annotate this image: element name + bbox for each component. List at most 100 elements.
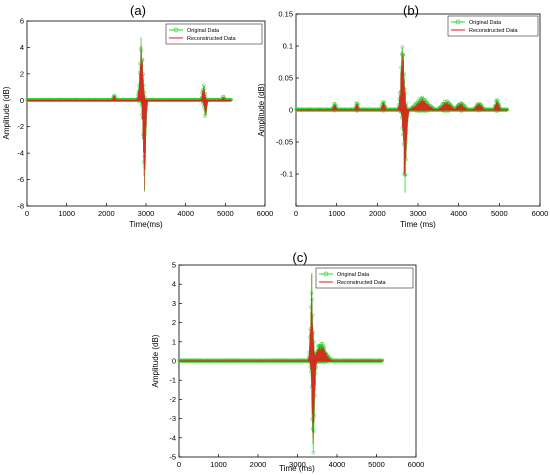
- panel-a-y-tick-label: -6: [17, 175, 24, 184]
- panel-b-original-data-point: [505, 107, 510, 112]
- panel-a-x-tick-label: 0: [25, 209, 29, 218]
- panel-a-x-tick-label: 4000: [177, 209, 194, 218]
- panel-a-original-data-point: [138, 61, 142, 66]
- panel-c-original-data-point: [312, 429, 316, 434]
- panel-b: (b) 0 1000 2000 3000 4000 5000 6000 -0.1 -0.05 0…: [257, 3, 548, 229]
- panel-b-y-tick-label: 0.15: [278, 10, 293, 19]
- panel-c-x-tick-label: 3000: [289, 460, 306, 469]
- panel-a-y-tick-label: 2: [20, 69, 24, 78]
- panel-a-reconstructed-data-line: [26, 45, 232, 191]
- panel-c: (c) 0 1000 2000 3000 4000 5000 6000 -5 -4 -3 -2 -1…: [151, 250, 424, 473]
- panel-b-original-data-point: [494, 98, 499, 102]
- panel-c-original-data-point: [311, 450, 316, 455]
- panel-b-x-ticks: 0 1000 2000 3000 4000 5000 6000: [294, 203, 548, 218]
- panel-c-y-tick-label: 2: [172, 318, 176, 327]
- panel-a-xlabel: Time(ms): [129, 220, 163, 229]
- panel-c-original-data-point: [321, 344, 326, 349]
- panel-a-y-tick-label: -4: [17, 149, 24, 158]
- panel-c-ylabel: Amplitude (dB): [151, 334, 160, 387]
- panel-a-ylabel: Amplitude (dB): [2, 86, 11, 139]
- panel-b-x-tick-label: 5000: [491, 209, 508, 218]
- panel-b-original-data-point: [423, 97, 428, 102]
- panel-b-y-tick-label: 0.05: [278, 74, 293, 83]
- panel-c-legend-label: Reconstructed Data: [337, 280, 387, 286]
- panel-a-y-tick-label: 0: [20, 96, 24, 105]
- panel-b-original-data-point: [496, 98, 500, 102]
- panel-a-x-ticks: 0 1000 2000 3000 4000 5000 6000: [25, 203, 273, 218]
- panel-c-series: [177, 272, 385, 455]
- panel-a-y-tick-label: -2: [17, 122, 24, 131]
- panel-b-x-tick-label: 6000: [532, 209, 549, 218]
- panel-c-y-tick-label: -3: [169, 414, 176, 423]
- panel-c-y-tick-label: 1: [172, 337, 176, 346]
- panel-c-y-tick-label: -5: [169, 453, 176, 462]
- panel-c-original-data-point: [309, 304, 313, 309]
- panel-c-y-tick-label: 3: [172, 299, 176, 308]
- panel-a-x-tick-label: 3000: [138, 209, 155, 218]
- panel-a-y-tick-label: -8: [17, 202, 24, 211]
- panel-c-xlabel: Time (ms): [279, 464, 315, 473]
- panel-b-y-tick-label: 0: [289, 106, 293, 115]
- panel-b-y-tick-label: -0.05: [276, 138, 293, 147]
- panel-b-legend: Original Data Reconstructed Data: [447, 15, 539, 37]
- panel-a-title: (a): [130, 3, 146, 18]
- panel-c-y-tick-label: 4: [172, 280, 176, 289]
- panel-c-y-tick-label: -1: [169, 376, 176, 385]
- panel-c-title: (c): [292, 250, 307, 265]
- panel-b-x-tick-label: 2000: [369, 209, 386, 218]
- panel-c-legend-box: [315, 267, 414, 289]
- panel-b-y-tick-label: -0.1: [280, 170, 293, 179]
- panel-a-legend: Original Data Reconstructed Data: [165, 23, 263, 45]
- panel-c-x-tick-label: 2000: [250, 460, 267, 469]
- panel-c-y-tick-label: -4: [169, 433, 176, 442]
- panel-a-legend-label: Reconstructed Data: [187, 36, 237, 42]
- panel-c-original-data-point: [380, 358, 385, 363]
- panel-c-legend: Original Data Reconstructed Data: [315, 267, 414, 289]
- panel-b-original-data-point: [401, 52, 405, 57]
- panel-c-y-tick-label: 0: [172, 357, 176, 366]
- panel-a-original-data-markers: [25, 46, 234, 164]
- panel-c-y-tick-label: -2: [169, 395, 176, 404]
- panel-b-xlabel: Time (ms): [400, 220, 436, 229]
- panel-a-series: [25, 37, 234, 192]
- panel-c-legend-marker: [323, 271, 329, 277]
- panel-b-title: (b): [403, 3, 419, 18]
- panel-a-legend-box: [165, 23, 263, 45]
- panel-b-original-data-point: [400, 45, 405, 49]
- panel-c-x-ticks: 0 1000 2000 3000 4000 5000 6000: [177, 454, 424, 469]
- panel-b-legend-label: Original Data: [469, 20, 502, 26]
- panel-c-x-tick-label: 1000: [210, 460, 227, 469]
- panel-a-legend-marker: [173, 27, 179, 33]
- panel-b-series: [294, 45, 510, 193]
- panel-b-x-tick-label: 3000: [410, 209, 427, 218]
- panel-c-x-tick-label: 0: [177, 460, 181, 469]
- panel-b-original-data-point: [417, 97, 421, 101]
- panel-b-x-tick-label: 1000: [328, 209, 345, 218]
- panel-a-y-ticks: -8 -6 -4 -2 0 2 4 6: [17, 17, 30, 211]
- panel-b-y-ticks: -0.1 -0.05 0 0.05 0.1 0.15: [276, 10, 299, 207]
- panel-c-original-data-line: [178, 272, 383, 453]
- panel-a: (a) 0 1000 2000 3000 4000 5000 6000 -8 -6 -4 -2 0 2…: [2, 3, 273, 229]
- panel-c-x-tick-label: 5000: [368, 460, 385, 469]
- panel-b-legend-box: [447, 15, 539, 37]
- panel-b-x-tick-label: 0: [294, 209, 298, 218]
- panel-b-y-tick-label: 0.1: [283, 42, 293, 51]
- panel-b-legend-marker: [455, 19, 461, 25]
- panel-c-x-tick-label: 4000: [329, 460, 346, 469]
- panel-c-y-tick-label: 5: [172, 261, 176, 270]
- panel-a-original-data-line: [26, 37, 232, 192]
- panel-c-original-data-markers: [177, 291, 385, 455]
- panel-c-x-tick-label: 6000: [408, 460, 425, 469]
- panel-c-legend-label: Original Data: [337, 272, 370, 278]
- panel-a-y-tick-label: 6: [20, 17, 24, 26]
- panel-c-y-ticks: -5 -4 -3 -2 -1 0 1 2 3 4 5: [169, 261, 182, 462]
- panel-a-legend-label: Original Data: [187, 28, 220, 34]
- panel-a-x-tick-label: 2000: [98, 209, 115, 218]
- panel-a-y-tick-label: 4: [20, 43, 24, 52]
- panel-b-x-tick-label: 4000: [450, 209, 467, 218]
- panel-a-x-tick-label: 6000: [257, 209, 274, 218]
- panel-b-ylabel: Amplitude (dB): [257, 83, 266, 136]
- panel-a-x-tick-label: 5000: [217, 209, 234, 218]
- panel-a-x-tick-label: 1000: [58, 209, 75, 218]
